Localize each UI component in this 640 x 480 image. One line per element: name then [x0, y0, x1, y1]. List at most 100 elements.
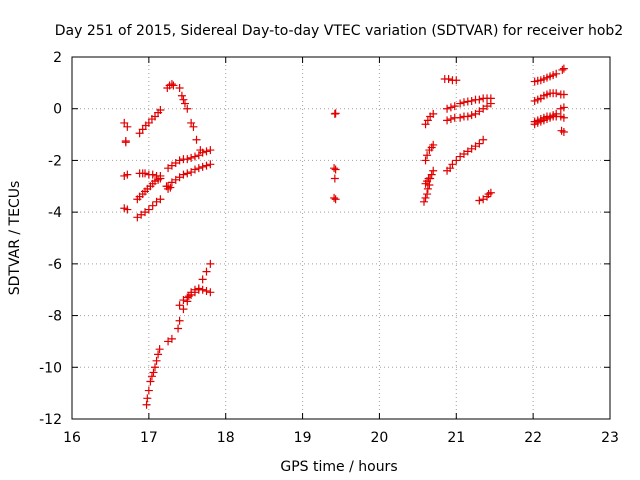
data-point — [179, 305, 188, 314]
series-s17 — [421, 109, 438, 129]
x-tick-label: 19 — [294, 430, 312, 446]
data-point — [206, 160, 215, 169]
data-point — [450, 102, 459, 111]
data-point — [192, 135, 201, 144]
data-point — [190, 152, 199, 161]
data-point — [202, 147, 211, 156]
series-s27 — [558, 64, 568, 74]
data-point — [179, 170, 188, 179]
data-point — [187, 153, 196, 162]
series-s9 — [164, 146, 215, 173]
data-point — [443, 116, 452, 125]
x-tick-label: 23 — [601, 430, 619, 446]
data-point — [144, 205, 153, 214]
data-point — [183, 155, 192, 164]
data-point — [149, 368, 158, 377]
data-point — [331, 165, 340, 174]
data-point — [459, 98, 468, 107]
data-point — [486, 99, 495, 108]
series-s6 — [120, 204, 132, 214]
series-s3 — [163, 80, 178, 93]
data-point — [559, 90, 568, 99]
data-point — [467, 96, 476, 105]
data-point — [559, 103, 568, 112]
data-point — [175, 156, 184, 165]
series-s26 — [530, 69, 561, 86]
series-s12 — [142, 345, 164, 409]
data-point — [175, 316, 184, 325]
data-point — [558, 65, 567, 74]
data-point — [456, 113, 465, 122]
data-point — [183, 169, 192, 178]
data-point — [475, 139, 484, 148]
data-point — [166, 183, 175, 192]
data-point — [424, 174, 433, 183]
data-point — [206, 146, 215, 155]
data-point — [443, 104, 452, 113]
data-point — [420, 197, 429, 206]
data-point — [154, 350, 163, 359]
data-point — [189, 122, 198, 131]
y-tick-label: -12 — [39, 412, 62, 428]
y-tick-label: -10 — [39, 360, 62, 376]
data-point — [444, 74, 453, 83]
x-tick-label: 22 — [524, 430, 542, 446]
series-s16 — [330, 164, 340, 204]
data-point — [421, 156, 430, 165]
y-tick-label: -8 — [48, 309, 62, 325]
data-point — [177, 91, 186, 100]
data-point — [156, 106, 165, 115]
data-point — [448, 160, 457, 169]
data-point — [463, 112, 472, 121]
series-s20 — [421, 174, 433, 188]
data-point — [144, 386, 153, 395]
data-point — [156, 195, 165, 204]
data-point — [194, 164, 203, 173]
data-point — [148, 170, 157, 179]
data-point — [143, 394, 152, 403]
x-tick-label: 20 — [371, 430, 389, 446]
data-point — [446, 115, 455, 124]
y-tick-label: 2 — [53, 50, 62, 66]
y-tick-label: -6 — [48, 257, 62, 273]
data-point — [175, 301, 184, 310]
x-tick-label: 16 — [63, 430, 81, 446]
data-point — [467, 111, 476, 120]
data-point — [330, 164, 339, 173]
data-point — [198, 285, 207, 294]
y-tick-label: -4 — [48, 205, 62, 221]
data-point — [423, 184, 432, 193]
data-point — [167, 80, 176, 89]
data-point — [169, 81, 178, 90]
data-point — [331, 109, 340, 118]
data-point — [142, 400, 151, 409]
series-s5 — [120, 169, 165, 180]
data-point — [452, 76, 461, 85]
data-point — [559, 64, 568, 73]
y-tick-label: -2 — [48, 153, 62, 169]
series-s7 — [133, 174, 165, 204]
data-point — [475, 196, 484, 205]
data-point — [174, 324, 183, 333]
grid-lines — [72, 57, 610, 419]
series-s11 — [162, 182, 175, 193]
data-point — [552, 112, 561, 121]
data-point — [559, 127, 568, 136]
data-point — [559, 113, 568, 122]
data-point — [152, 356, 161, 365]
data-point — [175, 84, 184, 93]
series-s25 — [475, 188, 495, 205]
series-s4 — [175, 84, 205, 155]
x-tick-label: 18 — [217, 430, 235, 446]
series-s28 — [530, 89, 568, 105]
data-point — [123, 122, 132, 131]
data-point — [429, 109, 438, 118]
data-point — [446, 103, 455, 112]
series-s23 — [443, 99, 495, 125]
data-point — [167, 334, 176, 343]
series-s31 — [557, 126, 568, 136]
data-point — [456, 99, 465, 108]
data-point — [206, 288, 215, 297]
